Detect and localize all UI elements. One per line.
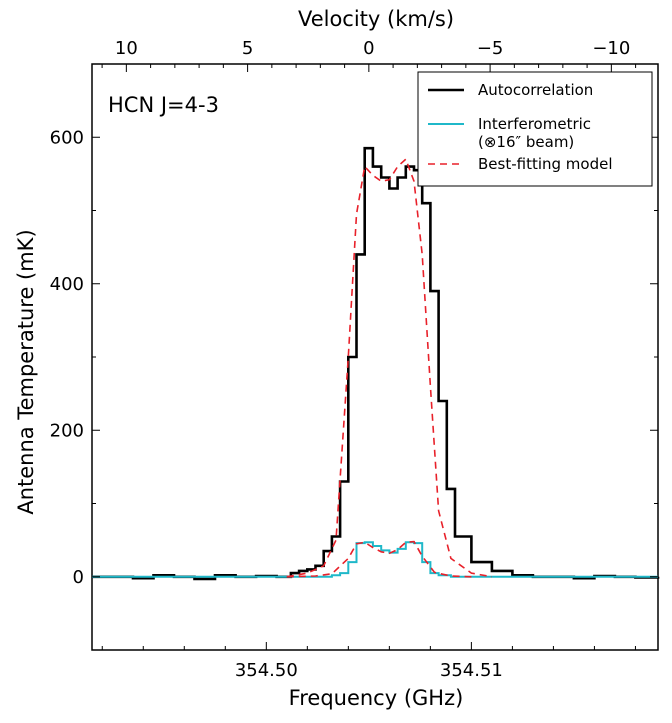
series-line-0 bbox=[92, 146, 660, 581]
top-tick-label-3: −5 bbox=[477, 38, 504, 59]
annotation-label: HCN J=4-3 bbox=[108, 93, 219, 117]
legend-label-1: Interferometric bbox=[478, 115, 591, 133]
top-tick-label-0: 10 bbox=[115, 38, 138, 59]
legend-label-1: (⊗16″ beam) bbox=[478, 133, 574, 151]
y-tick-label-0: 0 bbox=[73, 567, 84, 588]
top-tick-label-1: 5 bbox=[242, 38, 253, 59]
x-tick-label-1: 354.51 bbox=[440, 660, 503, 681]
top-tick-label-4: −10 bbox=[592, 38, 630, 59]
legend-label-0: Autocorrelation bbox=[478, 81, 593, 99]
series-line-1 bbox=[92, 541, 658, 578]
top-tick-label-2: 0 bbox=[363, 38, 374, 59]
y-axis-title: Antenna Temperature (mK) bbox=[14, 229, 38, 514]
legend: Autocorrelation Interferometric(⊗16″ beam… bbox=[417, 71, 653, 187]
series-line-2 bbox=[286, 157, 493, 578]
x-tick-label-0: 354.50 bbox=[235, 660, 298, 681]
ticks-layer: 0 200 400 600 354.50 354.51 10 5 0 −5 −10 bbox=[50, 38, 658, 681]
x-axis-title: Frequency (GHz) bbox=[289, 686, 464, 710]
series-layer bbox=[92, 146, 660, 581]
y-tick-label-1: 200 bbox=[50, 420, 84, 441]
top-axis-title: Velocity (km/s) bbox=[298, 7, 454, 31]
y-tick-label-3: 600 bbox=[50, 127, 84, 148]
y-tick-label-2: 400 bbox=[50, 274, 84, 295]
legend-label-2: Best-fitting model bbox=[478, 155, 613, 173]
